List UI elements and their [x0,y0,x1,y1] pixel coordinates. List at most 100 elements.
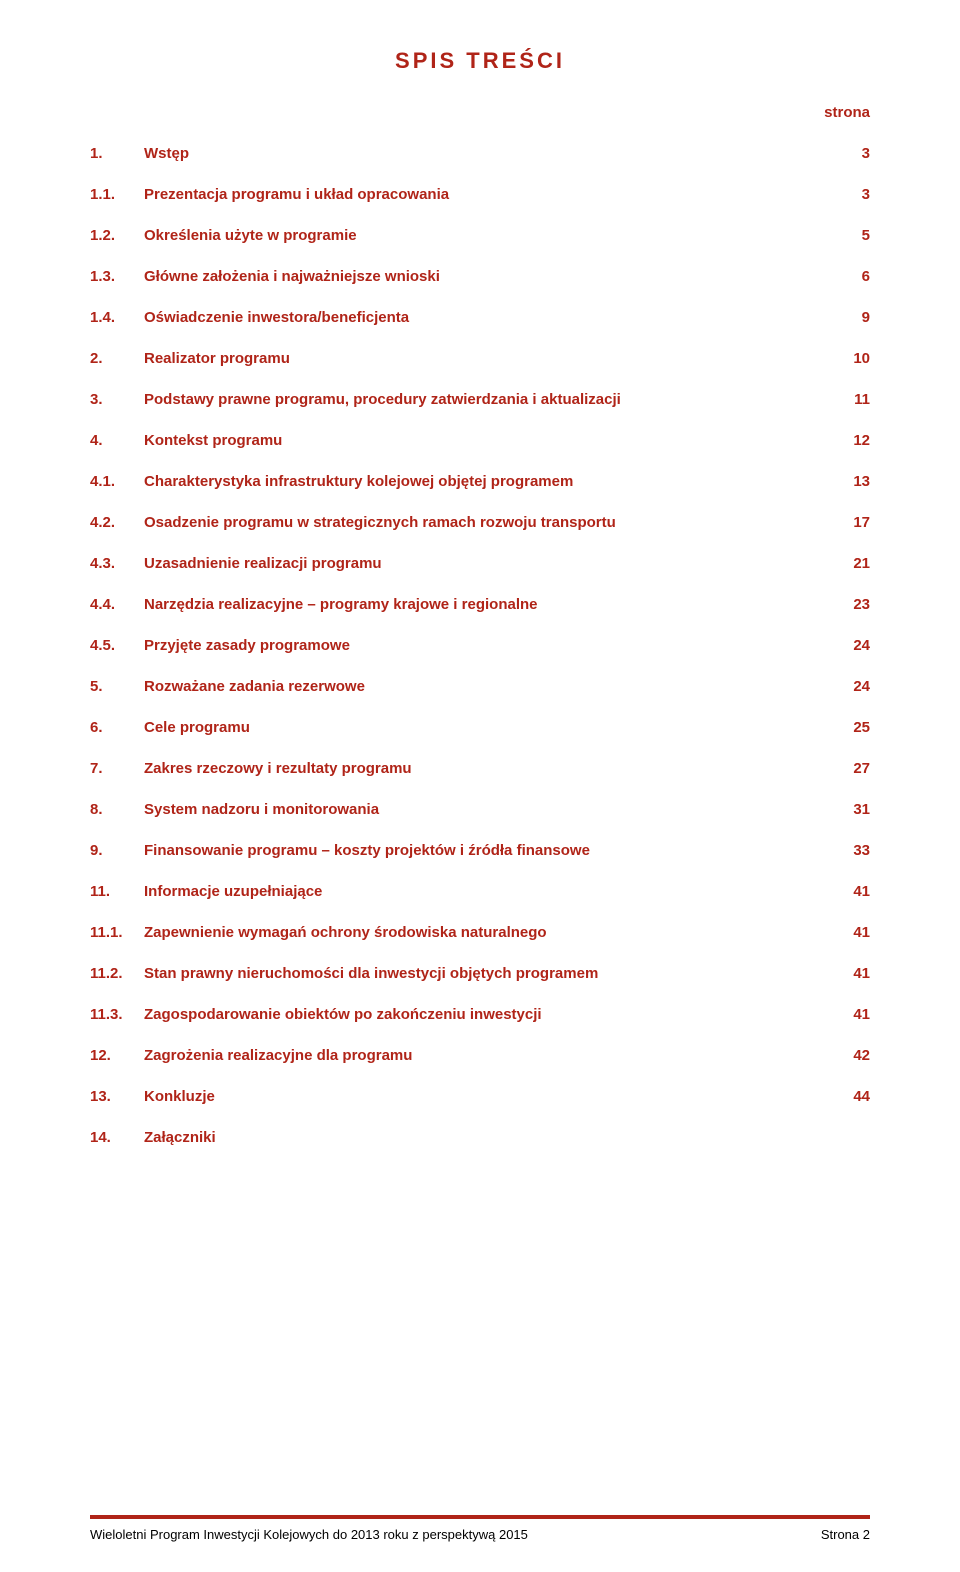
toc-entry-title: Załączniki [144,1129,830,1146]
toc-entry-page: 27 [830,760,870,777]
toc-entry: 1.Wstęp3 [90,145,870,162]
toc-entry-number: 4.3. [90,555,144,572]
toc-entry-page: 3 [830,145,870,162]
toc-entry-title: Zagospodarowanie obiektów po zakończeniu… [144,1006,830,1023]
toc-entry: 1.3.Główne założenia i najważniejsze wni… [90,268,870,285]
toc-entry: 4.4.Narzędzia realizacyjne – programy kr… [90,596,870,613]
toc-entry-page: 11 [830,391,870,408]
toc-entry-number: 4. [90,432,144,449]
column-header-page: strona [90,104,870,121]
toc-entry-page: 17 [830,514,870,531]
toc-entry-number: 2. [90,350,144,367]
toc-entry-number: 4.5. [90,637,144,654]
toc-entry: 11.1.Zapewnienie wymagań ochrony środowi… [90,924,870,941]
toc-entry: 8.System nadzoru i monitorowania31 [90,801,870,818]
toc-entry: 1.2.Określenia użyte w programie5 [90,227,870,244]
toc-entry-number: 5. [90,678,144,695]
toc-entry-title: Określenia użyte w programie [144,227,830,244]
toc-entry: 12.Zagrożenia realizacyjne dla programu4… [90,1047,870,1064]
toc-entry-page: 41 [830,883,870,900]
toc-entry-title: Osadzenie programu w strategicznych rama… [144,514,830,531]
toc-entry-page: 24 [830,637,870,654]
toc-entry: 9.Finansowanie programu – koszty projekt… [90,842,870,859]
page-footer: Wieloletni Program Inwestycji Kolejowych… [90,1527,870,1542]
toc-entry-title: Podstawy prawne programu, procedury zatw… [144,391,830,408]
toc-entry-page: 33 [830,842,870,859]
toc-entry-page: 41 [830,924,870,941]
toc-entry: 11.2.Stan prawny nieruchomości dla inwes… [90,965,870,982]
toc-entry-title: Cele programu [144,719,830,736]
toc-entry-number: 7. [90,760,144,777]
toc-entry-page: 6 [830,268,870,285]
toc-entry-page: 3 [830,186,870,203]
toc-entry-page: 42 [830,1047,870,1064]
toc-entry-title: Oświadczenie inwestora/beneficjenta [144,309,830,326]
toc-entry-page: 12 [830,432,870,449]
table-of-contents: 1.Wstęp31.1.Prezentacja programu i układ… [90,145,870,1495]
toc-entry-number: 11.1. [90,924,144,941]
toc-entry: 4.1.Charakterystyka infrastruktury kolej… [90,473,870,490]
toc-entry-title: Prezentacja programu i układ opracowania [144,186,830,203]
toc-entry-number: 9. [90,842,144,859]
toc-entry: 2.Realizator programu10 [90,350,870,367]
toc-entry-title: Zakres rzeczowy i rezultaty programu [144,760,830,777]
toc-entry-number: 4.4. [90,596,144,613]
toc-entry-title: Uzasadnienie realizacji programu [144,555,830,572]
toc-entry-page: 21 [830,555,870,572]
footer-rule [90,1515,870,1519]
toc-entry-number: 1.3. [90,268,144,285]
toc-entry-page: 5 [830,227,870,244]
toc-entry-number: 11.2. [90,965,144,982]
toc-entry: 6.Cele programu25 [90,719,870,736]
toc-entry-page: 23 [830,596,870,613]
toc-entry-number: 1.1. [90,186,144,203]
toc-entry: 4.5.Przyjęte zasady programowe24 [90,637,870,654]
toc-entry: 11.Informacje uzupełniające41 [90,883,870,900]
toc-entry-title: Charakterystyka infrastruktury kolejowej… [144,473,830,490]
footer-right-text: Strona 2 [821,1527,870,1542]
toc-entry-page: 41 [830,965,870,982]
toc-entry-page: 24 [830,678,870,695]
page: SPIS TREŚCI strona 1.Wstęp31.1.Prezentac… [0,0,960,1572]
toc-entry: 1.4.Oświadczenie inwestora/beneficjenta9 [90,309,870,326]
toc-entry-title: System nadzoru i monitorowania [144,801,830,818]
toc-entry-title: Zapewnienie wymagań ochrony środowiska n… [144,924,830,941]
toc-entry-number: 1.4. [90,309,144,326]
toc-entry: 4.2.Osadzenie programu w strategicznych … [90,514,870,531]
toc-entry-number: 4.1. [90,473,144,490]
toc-entry-title: Informacje uzupełniające [144,883,830,900]
toc-entry-number: 8. [90,801,144,818]
toc-entry-number: 6. [90,719,144,736]
toc-entry-number: 3. [90,391,144,408]
toc-entry-title: Narzędzia realizacyjne – programy krajow… [144,596,830,613]
toc-entry-title: Rozważane zadania rezerwowe [144,678,830,695]
toc-entry-page: 41 [830,1006,870,1023]
toc-entry-page: 10 [830,350,870,367]
toc-entry-number: 1. [90,145,144,162]
toc-entry-number: 14. [90,1129,144,1146]
toc-entry-page: 44 [830,1088,870,1105]
toc-entry: 13.Konkluzje44 [90,1088,870,1105]
toc-entry-page: 31 [830,801,870,818]
toc-entry-number: 11.3. [90,1006,144,1023]
toc-entry-title: Realizator programu [144,350,830,367]
toc-entry: 3.Podstawy prawne programu, procedury za… [90,391,870,408]
toc-entry-title: Kontekst programu [144,432,830,449]
toc-entry: 4.Kontekst programu12 [90,432,870,449]
toc-entry: 11.3.Zagospodarowanie obiektów po zakońc… [90,1006,870,1023]
toc-entry-title: Wstęp [144,145,830,162]
toc-entry: 5.Rozważane zadania rezerwowe24 [90,678,870,695]
toc-entry-number: 12. [90,1047,144,1064]
toc-entry-title: Zagrożenia realizacyjne dla programu [144,1047,830,1064]
toc-entry: 7.Zakres rzeczowy i rezultaty programu27 [90,760,870,777]
toc-entry: 1.1.Prezentacja programu i układ opracow… [90,186,870,203]
toc-entry-page: 13 [830,473,870,490]
toc-entry-page: 25 [830,719,870,736]
toc-entry: 4.3.Uzasadnienie realizacji programu21 [90,555,870,572]
toc-entry-title: Przyjęte zasady programowe [144,637,830,654]
page-title: SPIS TREŚCI [90,48,870,74]
toc-entry-number: 1.2. [90,227,144,244]
toc-entry-title: Stan prawny nieruchomości dla inwestycji… [144,965,830,982]
toc-entry-number: 13. [90,1088,144,1105]
toc-entry: 14.Załączniki [90,1129,870,1146]
